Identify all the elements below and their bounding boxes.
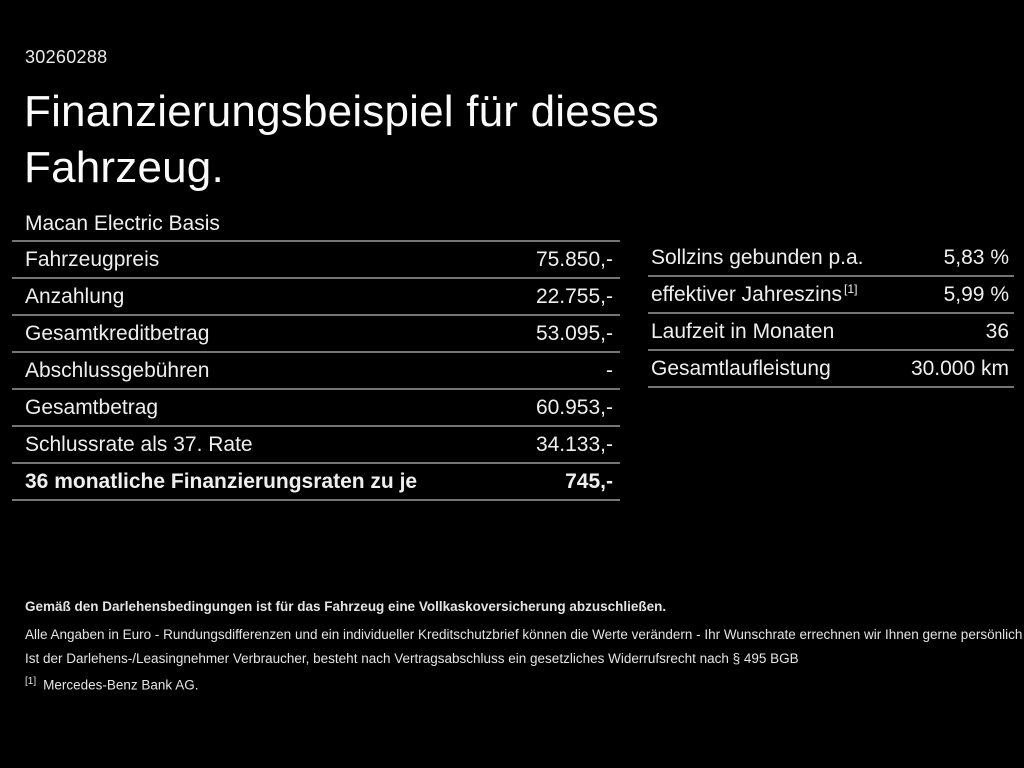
financing-details-table: Fahrzeugpreis 75.850,- Anzahlung 22.755,…	[12, 240, 620, 501]
row-value: 53.095,-	[535, 321, 613, 345]
row-label: Abschlussgebühren	[25, 358, 210, 382]
row-value: 745,-	[565, 469, 613, 493]
row-label: Gesamtlaufleistung	[651, 356, 831, 380]
bank-footnote: [1] Mercedes-Benz Bank AG.	[25, 673, 1020, 694]
row-label: Anzahlung	[25, 284, 125, 308]
row-label: Fahrzeugpreis	[25, 247, 160, 271]
conditions-table-row: Gesamtlaufleistung 30.000 km	[648, 351, 1014, 388]
financing-table-row: Gesamtkreditbetrag 53.095,-	[12, 314, 620, 351]
vehicle-model-name: Macan Electric Basis	[25, 212, 220, 235]
row-label: Gesamtbetrag	[25, 395, 159, 419]
loan-conditions-table: Sollzins gebunden p.a. 5,83 % effektiver…	[648, 240, 1014, 388]
row-label: Laufzeit in Monaten	[651, 319, 835, 343]
footnote-ref-icon: [1]	[844, 282, 858, 296]
row-label: Sollzins gebunden p.a.	[651, 245, 864, 269]
row-label: effektiver Jahreszins [1]	[651, 282, 858, 306]
financing-table-row: Gesamtbetrag 60.953,-	[12, 388, 620, 425]
conditions-table-row: Laufzeit in Monaten 36	[648, 314, 1014, 351]
row-value: 60.953,-	[535, 395, 613, 419]
financing-table-row: Fahrzeugpreis 75.850,-	[12, 240, 620, 277]
financing-table-row: Schlussrate als 37. Rate 34.133,-	[12, 425, 620, 462]
financing-table-row: 36 monatliche Finanzierungsraten zu je 7…	[12, 462, 620, 499]
row-value: 5,99 %	[943, 282, 1009, 306]
financing-table-row: Anzahlung 22.755,-	[12, 277, 620, 314]
row-value: 75.850,-	[535, 247, 613, 271]
page-title-line-1: Finanzierungsbeispiel für dieses	[24, 87, 659, 136]
row-label: Gesamtkreditbetrag	[25, 321, 210, 345]
row-value: 22.755,-	[535, 284, 613, 308]
row-value: 5,83 %	[943, 245, 1009, 269]
financing-table-row: Abschlussgebühren -	[12, 351, 620, 388]
row-value: -	[606, 358, 613, 382]
page-title: Finanzierungsbeispiel für dieses Fahrzeug…	[24, 84, 659, 196]
conditions-table-row: Sollzins gebunden p.a. 5,83 %	[648, 240, 1014, 277]
row-value: 34.133,-	[535, 432, 613, 456]
row-label: 36 monatliche Finanzierungsraten zu je	[25, 469, 418, 493]
row-label: Schlussrate als 37. Rate	[25, 432, 253, 456]
conditions-table-row: effektiver Jahreszins [1] 5,99 %	[648, 277, 1014, 314]
page-title-line-2: Fahrzeug.	[24, 143, 224, 192]
footnote-text: Mercedes-Benz Bank AG.	[43, 677, 199, 693]
document-id: 30260288	[25, 47, 108, 67]
footnote-marker: [1]	[25, 676, 37, 687]
disclaimer-line-1: Alle Angaben in Euro - Rundungsdifferenz…	[25, 627, 1023, 642]
row-value: 36	[985, 319, 1009, 343]
insurance-note: Gemäß den Darlehensbedingungen ist für d…	[25, 599, 667, 614]
row-value: 30.000 km	[910, 356, 1009, 380]
disclaimer-line-2: Ist der Darlehens-/Leasingnehmer Verbrau…	[25, 651, 799, 666]
